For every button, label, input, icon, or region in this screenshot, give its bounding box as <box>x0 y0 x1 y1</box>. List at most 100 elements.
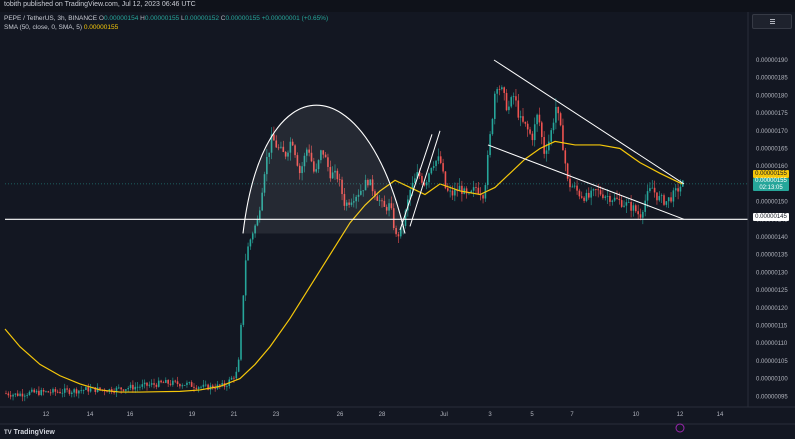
candle-body <box>639 214 642 218</box>
lower-trendline <box>487 144 685 220</box>
open-value: 0.00000154 <box>103 15 139 22</box>
candle-body <box>545 150 548 154</box>
candle-body <box>160 380 162 383</box>
candle-body <box>237 359 240 372</box>
x-tick-label: Jul <box>440 412 448 418</box>
candle-body <box>155 384 158 387</box>
x-tick-label: 21 <box>231 412 238 418</box>
candle-body <box>517 100 520 118</box>
candle-body <box>21 393 24 397</box>
candle-body <box>355 196 357 202</box>
candle-body <box>564 150 567 164</box>
candle-body <box>12 394 14 397</box>
candle-body <box>451 190 454 196</box>
candle-body <box>374 191 376 197</box>
sma-legend[interactable]: SMA (50, close, 0, SMA, 5) 0.00000155 <box>4 24 118 31</box>
candle-body <box>125 389 127 391</box>
candle-body <box>597 189 599 191</box>
x-tick-label: 7 <box>570 412 574 418</box>
menu-button[interactable] <box>752 14 792 29</box>
candle-body <box>538 114 541 123</box>
close-label: C <box>220 15 226 22</box>
symbol-name[interactable]: PEPE / TetherUS, 3h, BINANCE <box>4 15 98 22</box>
candle-body <box>80 390 82 392</box>
candle-body <box>49 392 52 394</box>
candle-body <box>38 390 40 396</box>
candle-body <box>489 134 491 155</box>
candle-body <box>310 152 313 162</box>
candle-body <box>362 190 364 192</box>
candle-body <box>270 134 273 153</box>
candle-body <box>620 200 623 207</box>
y-tick-label: 0.00000120 <box>756 306 788 312</box>
x-tick-label: 5 <box>530 412 534 418</box>
candle-body <box>555 106 557 123</box>
candle-body <box>132 384 134 390</box>
candle-body <box>376 196 379 201</box>
candle-body <box>571 186 574 188</box>
x-tick-label: 10 <box>633 412 640 418</box>
candle-body <box>308 149 310 153</box>
candle-body <box>148 384 151 386</box>
candle-body <box>320 150 322 161</box>
candle-body <box>52 389 54 393</box>
x-tick-label: 3 <box>488 412 492 418</box>
y-tick-label: 0.00000115 <box>756 324 788 330</box>
candle-body <box>336 170 339 180</box>
candle-body <box>256 219 259 226</box>
candle-body <box>437 156 440 161</box>
y-tick-label: 0.00000095 <box>756 394 788 400</box>
time-axis: 12 14 16 19 21 23 26 28 Jul 3 5 7 10 12 14 <box>0 406 795 433</box>
candle-body <box>165 379 167 383</box>
candle-body <box>496 89 498 94</box>
candle-body <box>670 197 672 202</box>
tradingview-logo[interactable]: TV TradingView <box>4 429 55 436</box>
change-value: +0.00000001 (+0.65%) <box>261 15 329 22</box>
candle-body <box>611 200 614 202</box>
x-tick-label: 23 <box>273 412 280 418</box>
candle-body <box>284 151 287 157</box>
candle-body <box>47 391 50 393</box>
candle-body <box>5 393 7 395</box>
candle-body <box>207 384 209 390</box>
candle-body <box>418 172 421 177</box>
candle-body <box>129 384 132 389</box>
candle-body <box>592 189 595 191</box>
candle-body <box>378 200 381 202</box>
candle-body <box>632 205 635 211</box>
flag-channel-line <box>409 130 441 227</box>
candle-body <box>583 197 585 201</box>
sma-price-tag: 0.00000155 <box>753 170 789 178</box>
candle-body <box>235 371 238 379</box>
candle-body <box>263 174 266 193</box>
candle-body <box>385 206 388 211</box>
candle-body <box>348 202 350 205</box>
candle-body <box>157 380 160 387</box>
upper-trendline <box>493 59 685 185</box>
y-tick-label: 0.00000100 <box>756 377 788 383</box>
menu-icon <box>770 19 775 20</box>
sma-label[interactable]: SMA (50, close, 0, SMA, 5) <box>4 24 83 31</box>
candle-body <box>122 389 125 391</box>
candle-body <box>432 166 435 168</box>
candle-body <box>618 198 621 201</box>
candle-body <box>414 178 416 183</box>
candle-body <box>327 157 329 167</box>
candle-body <box>186 382 188 385</box>
candle-body <box>430 167 433 174</box>
candle-body <box>381 200 383 202</box>
x-tick-label: 26 <box>337 412 344 418</box>
candle-body <box>31 389 33 392</box>
candle-body <box>183 384 186 386</box>
symbol-legend[interactable]: PEPE / TetherUS, 3h, BINANCE O0.00000154… <box>4 15 328 22</box>
candle-body <box>19 393 21 396</box>
candle-body <box>244 260 247 296</box>
candle-body <box>63 388 66 393</box>
bar-countdown: 02:13:05 <box>759 184 783 191</box>
candle-body <box>454 189 456 196</box>
candle-body <box>329 166 332 179</box>
candle-body <box>219 384 221 386</box>
candle-body <box>439 156 442 164</box>
